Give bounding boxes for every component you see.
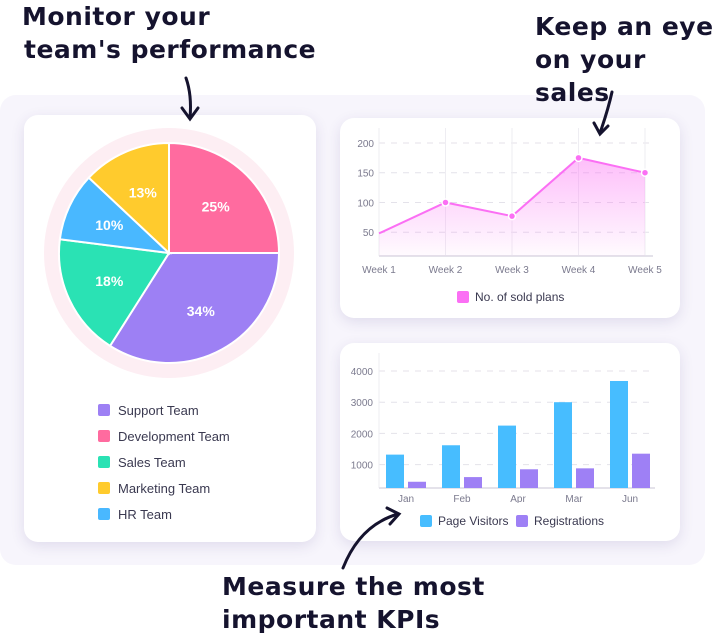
annotation-line: Monitor your: [22, 2, 211, 31]
data-point: [574, 153, 583, 163]
pie-slice-label: 18%: [95, 273, 124, 289]
bar: [632, 453, 650, 488]
bar-legend-item: Page Visitors: [420, 514, 508, 528]
bar: [498, 425, 516, 488]
x-tick-label: Mar: [565, 494, 583, 503]
pie-slice: [87, 141, 170, 256]
annotation-team-performance: Monitor your team's performance: [22, 0, 316, 66]
pie-slice: [58, 238, 171, 348]
x-tick-label: Week 3: [495, 265, 529, 276]
sales-card: 50 100 150 200 Week 1 Week 2 Week 3 Week 4 Week …: [340, 118, 680, 318]
legend-swatch: [98, 456, 110, 468]
bar-chart: 1000 2000 3000 4000 Jan Feb Apr Mar Jun: [351, 353, 655, 503]
legend-label: Page Visitors: [438, 514, 509, 528]
legend-item: Support Team: [98, 397, 230, 423]
bar: [408, 481, 426, 488]
bar: [610, 380, 628, 488]
legend-label: Support Team: [118, 402, 199, 418]
legend-label: Sales Team: [118, 454, 186, 470]
legend-item: Development Team: [98, 423, 230, 449]
legend-swatch: [516, 515, 528, 527]
y-tick-label: 50: [363, 228, 375, 239]
pie-slice-label: 34%: [187, 303, 216, 319]
y-tick-label: 100: [357, 198, 374, 209]
pie-legend: Support Team Development Team Sales Team Ma…: [98, 397, 230, 527]
legend-swatch: [98, 508, 110, 520]
kpi-card: 1000 2000 3000 4000 Jan Feb Apr Mar Jun Page Vis…: [340, 343, 680, 541]
bar: [520, 469, 538, 488]
annotation-line: Keep an eye: [535, 12, 714, 41]
bar: [442, 445, 460, 488]
legend-item: HR Team: [98, 501, 230, 527]
annotation-kpis: Measure the most important KPIs: [222, 570, 485, 636]
line-chart: 50 100 150 200 Week 1 Week 2 Week 3 Week 4 Week …: [357, 128, 662, 276]
team-performance-card: 25% 34% 18% 10% 13% Support Team Development …: [24, 115, 316, 542]
legend-item: Sales Team: [98, 449, 230, 475]
pie-slice-label: 13%: [129, 184, 158, 200]
annotation-line: Measure the most: [222, 572, 485, 601]
data-point: [441, 198, 450, 207]
pie-chart: 25% 34% 18% 10% 13%: [44, 128, 294, 378]
bar: [464, 477, 482, 488]
bar: [554, 402, 572, 488]
x-tick-label: Week 5: [628, 265, 662, 276]
legend-swatch: [98, 482, 110, 494]
x-tick-label: Week 4: [562, 265, 596, 276]
x-tick-label: Jun: [622, 494, 638, 503]
y-tick-label: 1000: [351, 461, 374, 472]
legend-label: HR Team: [118, 506, 172, 522]
annotation-line: important KPIs: [222, 605, 441, 634]
annotation-line: team's performance: [24, 35, 317, 64]
bar-legend-item: Registrations: [516, 514, 604, 528]
x-tick-label: Week 1: [362, 265, 396, 276]
arrow-down-icon: [180, 76, 200, 122]
legend-label: Development Team: [118, 428, 230, 444]
pie-slice-label: 25%: [202, 198, 231, 214]
legend-swatch: [98, 430, 110, 442]
x-tick-label: Feb: [453, 494, 471, 503]
area-fill: [379, 157, 645, 256]
pie-slice-label: 10%: [95, 217, 124, 233]
y-tick-label: 200: [357, 139, 374, 150]
x-tick-label: Week 2: [429, 265, 463, 276]
legend-swatch: [98, 404, 110, 416]
annotation-sales: Keep an eye on your sales: [535, 10, 722, 109]
y-tick-label: 2000: [351, 429, 374, 440]
legend-label: No. of sold plans: [475, 290, 565, 304]
y-tick-label: 150: [357, 169, 374, 180]
legend-label: Registrations: [534, 514, 605, 528]
line-legend-item: No. of sold plans: [457, 290, 564, 304]
bar: [386, 454, 404, 488]
x-tick-label: Apr: [510, 494, 526, 503]
annotation-line: on your sales: [535, 45, 646, 107]
data-point: [640, 168, 650, 177]
y-tick-label: 4000: [351, 367, 374, 378]
arrow-up-right-icon: [341, 506, 402, 570]
bar: [576, 468, 594, 488]
pie-slice: [168, 141, 281, 254]
legend-swatch: [457, 291, 469, 303]
arrow-down-icon: [592, 90, 614, 137]
x-tick-label: Jan: [398, 494, 414, 503]
legend-item: Marketing Team: [98, 475, 230, 501]
y-tick-label: 3000: [351, 398, 374, 409]
data-point: [507, 211, 517, 221]
legend-swatch: [420, 515, 432, 527]
legend-label: Marketing Team: [118, 480, 211, 496]
